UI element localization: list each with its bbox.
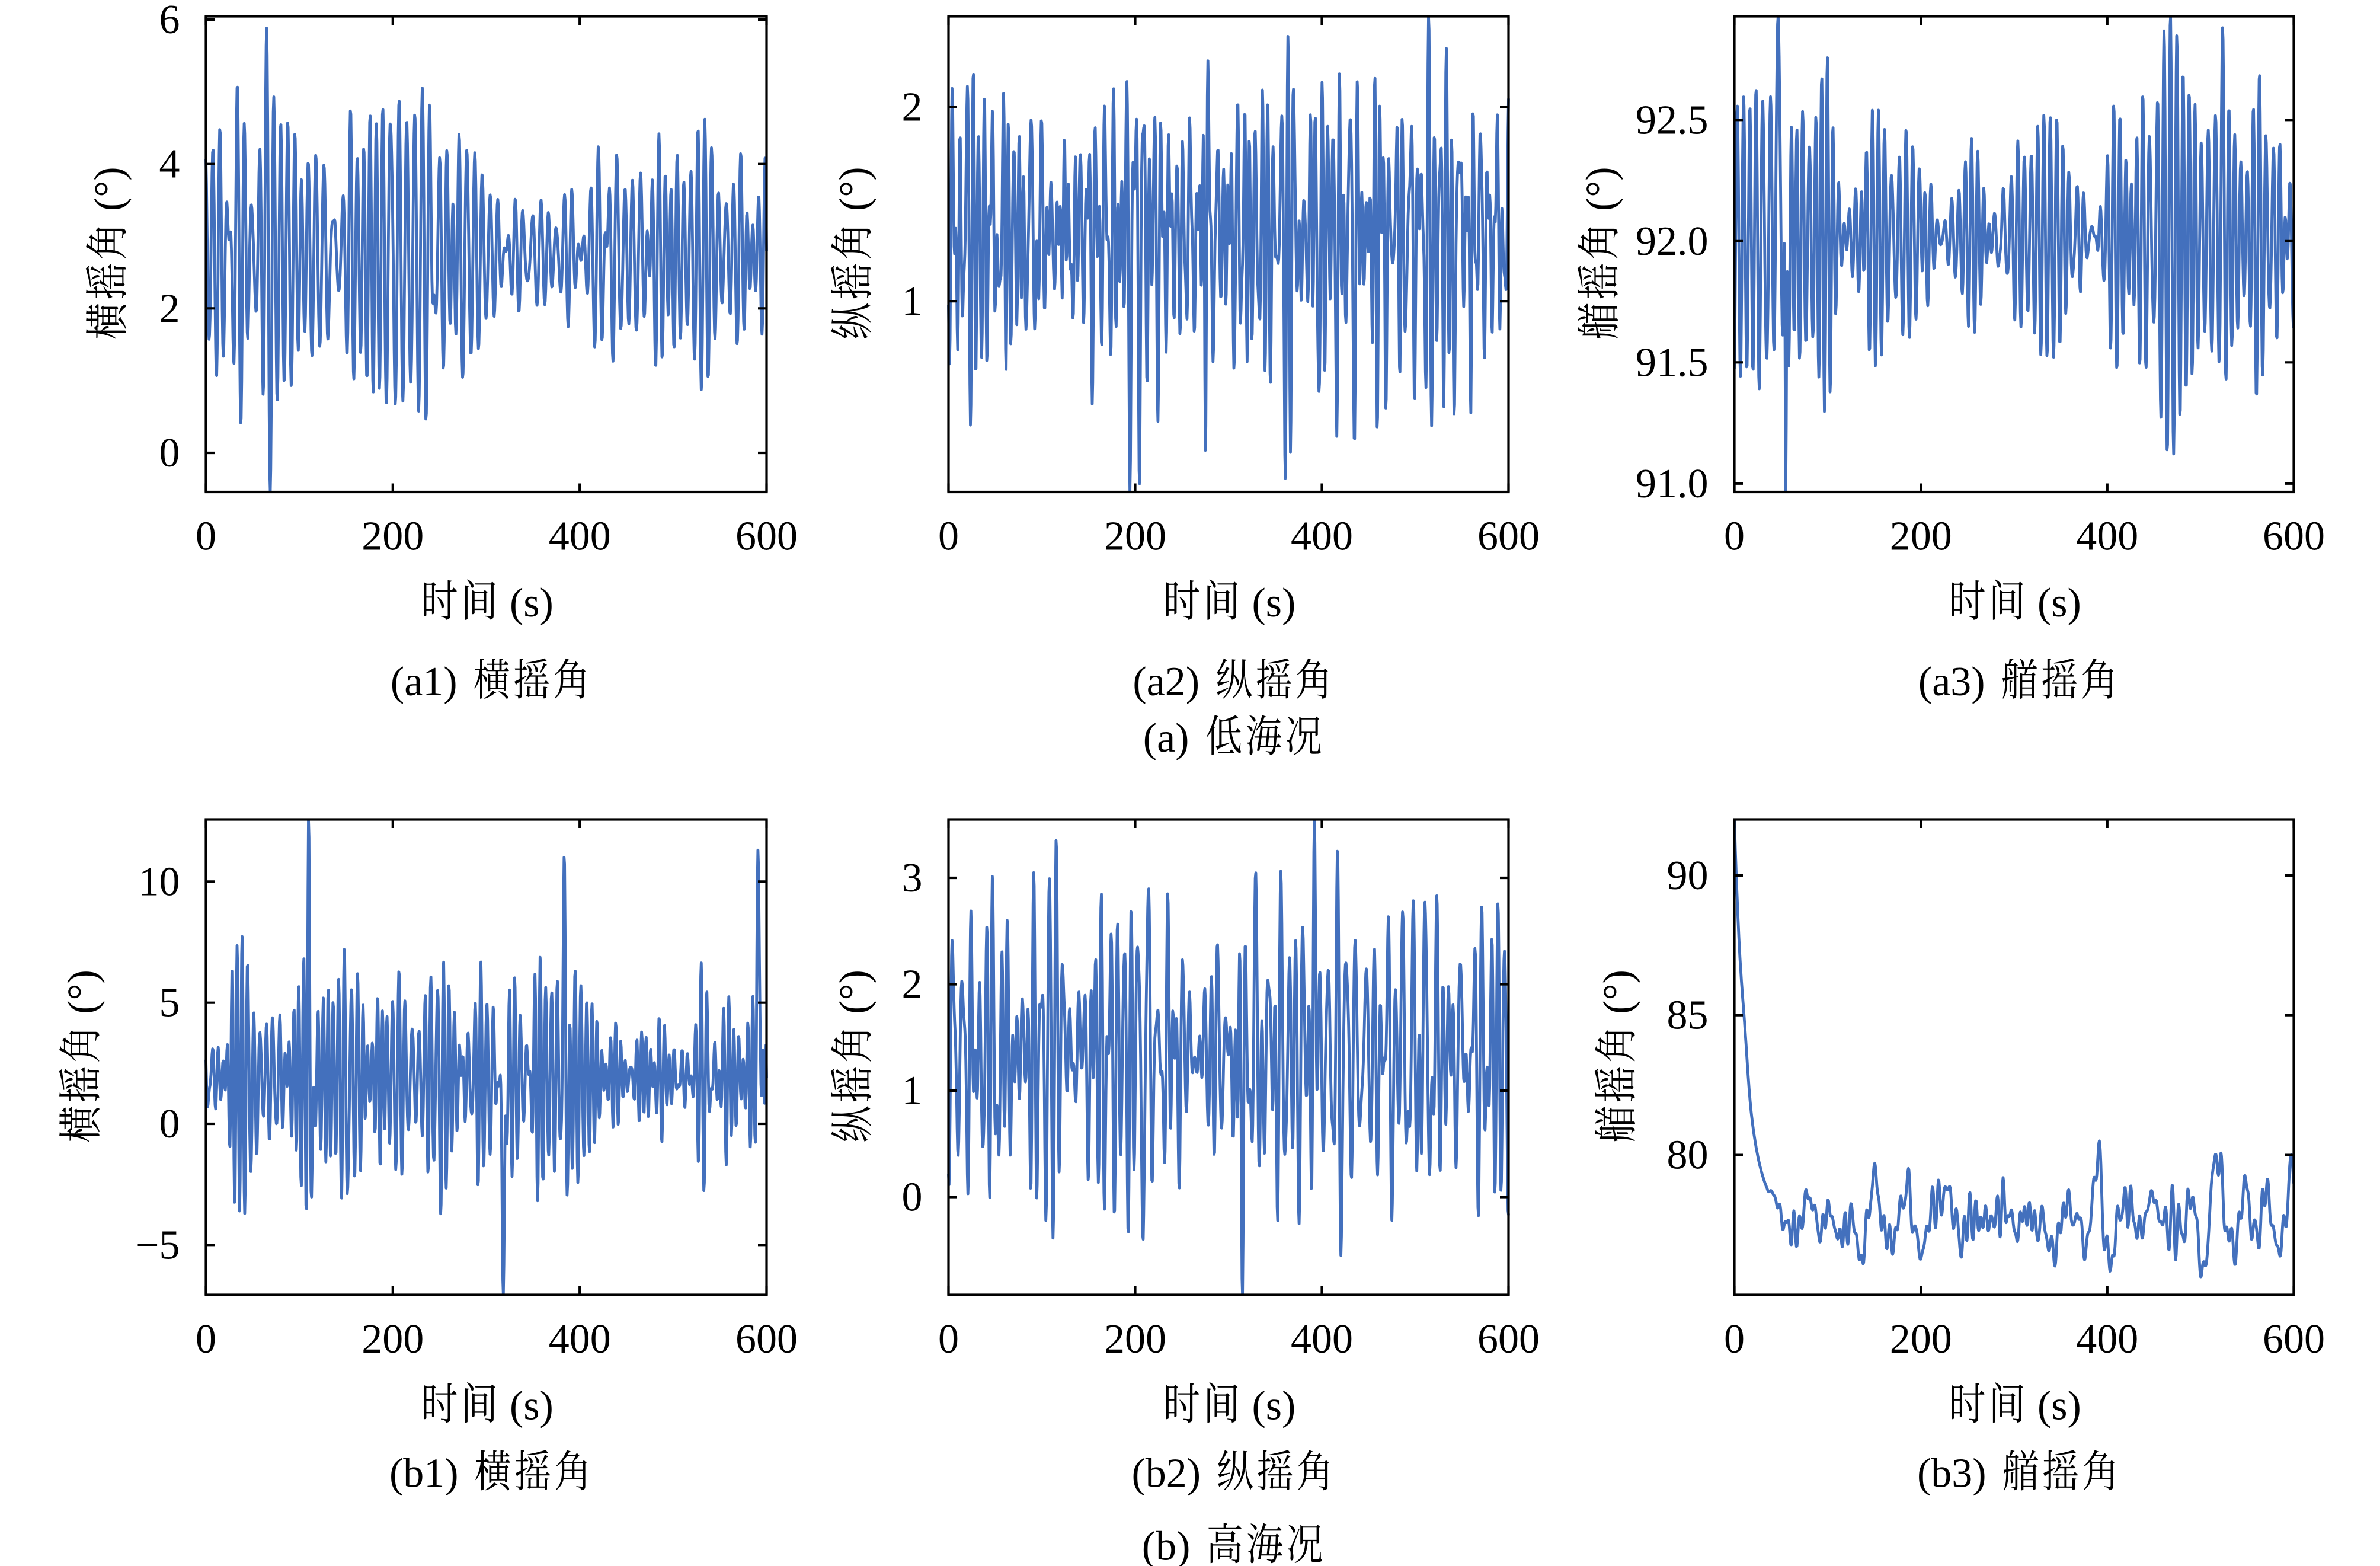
svg-text:2: 2 (902, 85, 923, 130)
svg-text:200: 200 (362, 514, 424, 560)
svg-text:(°): (°) (87, 167, 132, 221)
svg-text:(b1): (b1) (389, 1451, 469, 1497)
svg-text:85: 85 (1667, 993, 1709, 1038)
svg-text:(a1): (a1) (391, 659, 468, 705)
svg-text:1: 1 (902, 279, 923, 324)
svg-text:92.5: 92.5 (1636, 97, 1709, 143)
svg-text:0: 0 (159, 430, 180, 476)
svg-text:(b): (b) (1142, 1524, 1201, 1566)
svg-text:400: 400 (549, 1316, 611, 1362)
svg-text:600: 600 (2263, 1316, 2325, 1362)
svg-text:400: 400 (1291, 514, 1353, 560)
svg-text:400: 400 (1291, 1316, 1353, 1362)
svg-text:200: 200 (362, 1316, 424, 1362)
svg-text:0: 0 (938, 514, 959, 560)
svg-text:600: 600 (2263, 514, 2325, 560)
svg-text:(a2): (a2) (1133, 659, 1210, 705)
svg-text:5: 5 (159, 980, 180, 1026)
svg-text:0: 0 (196, 1316, 216, 1362)
svg-text:(s): (s) (1242, 1383, 1295, 1429)
svg-text:(s): (s) (1242, 580, 1295, 626)
svg-text:(a3): (a3) (1918, 659, 1995, 705)
svg-text:4: 4 (159, 142, 180, 187)
svg-text:(°): (°) (831, 167, 877, 221)
svg-text:0: 0 (1724, 1316, 1745, 1362)
svg-text:400: 400 (2076, 1316, 2138, 1362)
svg-text:0: 0 (159, 1101, 180, 1147)
svg-text:(s): (s) (500, 580, 554, 626)
svg-text:3: 3 (902, 855, 923, 901)
svg-text:91.5: 91.5 (1636, 340, 1709, 385)
svg-text:1: 1 (902, 1068, 923, 1114)
svg-text:200: 200 (1890, 1316, 1952, 1362)
svg-text:2: 2 (159, 286, 180, 331)
svg-text:0: 0 (196, 514, 216, 560)
svg-text:600: 600 (735, 514, 798, 560)
svg-text:92.0: 92.0 (1636, 219, 1709, 264)
svg-text:(°): (°) (1595, 970, 1641, 1024)
svg-text:200: 200 (1104, 1316, 1166, 1362)
svg-text:400: 400 (549, 514, 611, 560)
svg-text:(s): (s) (500, 1383, 554, 1429)
svg-text:(a): (a) (1143, 715, 1199, 761)
svg-text:(b2): (b2) (1132, 1451, 1211, 1497)
svg-text:(°): (°) (831, 970, 877, 1024)
svg-text:80: 80 (1667, 1133, 1709, 1178)
svg-text:(s): (s) (2027, 580, 2081, 626)
svg-text:6: 6 (159, 0, 180, 43)
svg-text:−5: −5 (136, 1222, 180, 1268)
svg-text:91.0: 91.0 (1636, 461, 1709, 507)
svg-text:10: 10 (139, 859, 180, 905)
svg-text:400: 400 (2076, 514, 2138, 560)
svg-text:(°): (°) (60, 970, 105, 1024)
svg-text:200: 200 (1890, 514, 1952, 560)
svg-text:200: 200 (1104, 514, 1166, 560)
svg-text:600: 600 (735, 1316, 798, 1362)
svg-text:(s): (s) (2027, 1383, 2081, 1429)
svg-text:90: 90 (1667, 853, 1709, 899)
svg-text:(°): (°) (1578, 167, 1624, 221)
svg-text:2: 2 (902, 962, 923, 1008)
svg-text:0: 0 (1724, 514, 1745, 560)
svg-text:0: 0 (938, 1316, 959, 1362)
svg-text:600: 600 (1477, 514, 1540, 560)
svg-text:(b3): (b3) (1917, 1451, 1997, 1497)
svg-text:0: 0 (902, 1175, 923, 1220)
svg-text:600: 600 (1477, 1316, 1540, 1362)
